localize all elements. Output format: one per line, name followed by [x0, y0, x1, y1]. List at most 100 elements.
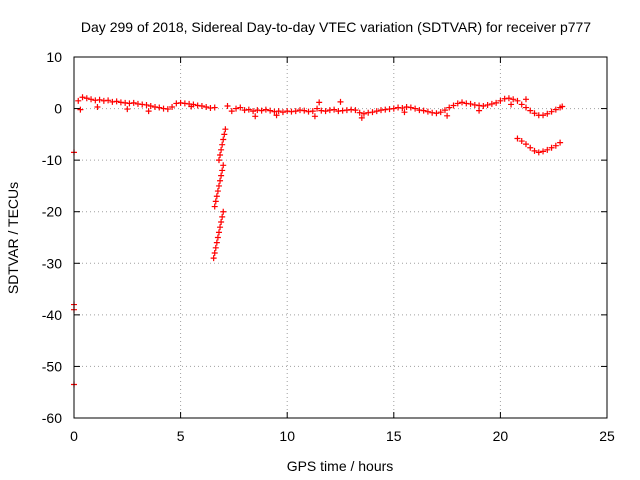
data-point	[518, 101, 525, 108]
x-tick-label: 15	[386, 428, 402, 444]
data-point	[292, 108, 299, 115]
data-point	[467, 100, 474, 107]
data-point	[497, 97, 504, 104]
x-tick-label: 20	[493, 428, 509, 444]
plot-frame	[73, 56, 608, 419]
data-point	[215, 157, 222, 164]
data-point	[548, 108, 555, 115]
x-tick-label: 10	[279, 428, 295, 444]
data-point	[262, 106, 269, 113]
data-point	[105, 97, 112, 104]
data-point	[279, 109, 286, 116]
data-point	[508, 101, 515, 108]
data-point	[275, 108, 282, 115]
data-point	[535, 149, 542, 156]
data-point	[169, 104, 176, 111]
data-point	[552, 142, 559, 149]
data-point	[164, 106, 171, 113]
data-point	[356, 109, 363, 116]
y-tick-label: 10	[46, 49, 62, 65]
data-point	[218, 219, 225, 226]
data-point	[124, 106, 131, 113]
data-point	[316, 99, 323, 106]
x-tick-label: 5	[177, 428, 185, 444]
data-point	[213, 193, 220, 200]
y-axis-label: SDTVAR / TECUs	[5, 182, 21, 294]
data-point	[420, 107, 427, 114]
data-point	[401, 109, 408, 116]
data-point	[505, 95, 512, 102]
data-point	[267, 107, 274, 114]
data-point	[510, 96, 517, 103]
data-point	[493, 99, 500, 106]
data-point	[252, 113, 259, 120]
data-series	[75, 94, 566, 121]
data-point	[218, 146, 225, 153]
data-point	[228, 108, 235, 115]
data-point	[211, 104, 218, 111]
data-point	[552, 106, 559, 113]
data-point	[215, 182, 222, 189]
data-point	[94, 104, 101, 111]
chart-ticks: 0 5 10 15 20 25 10 0 -10 -20 -30 -40 -50 -60	[42, 49, 615, 444]
data-point	[213, 239, 220, 246]
data-point	[214, 234, 221, 241]
data-point	[218, 172, 225, 179]
data-series	[210, 126, 229, 262]
data-point	[301, 107, 308, 114]
data-point	[212, 198, 219, 205]
data-point	[83, 95, 90, 102]
data-point	[314, 105, 321, 112]
data-point	[373, 108, 380, 115]
data-point	[245, 106, 252, 113]
data-point	[527, 107, 534, 114]
data-point	[514, 135, 521, 142]
data-point	[79, 94, 86, 101]
chart-points	[71, 94, 566, 388]
data-point	[77, 106, 84, 113]
data-point	[75, 97, 82, 104]
data-point	[407, 104, 414, 111]
data-point	[237, 104, 244, 111]
data-point	[548, 144, 555, 151]
y-tick-label: -50	[42, 358, 62, 374]
y-tick-label: -30	[42, 255, 62, 271]
data-point	[221, 131, 228, 138]
data-point	[222, 126, 229, 133]
data-point	[113, 98, 120, 105]
data-point	[390, 105, 397, 112]
data-point	[130, 99, 137, 106]
data-point	[360, 110, 367, 117]
data-point	[156, 104, 163, 111]
data-point	[273, 112, 280, 119]
data-point	[518, 138, 525, 145]
data-point	[480, 102, 487, 109]
data-series	[514, 135, 564, 156]
data-point	[188, 103, 195, 110]
data-point	[198, 102, 205, 109]
data-point	[143, 101, 150, 108]
data-point	[250, 108, 257, 115]
data-point	[217, 151, 224, 158]
data-point	[424, 108, 431, 115]
data-point	[559, 103, 566, 110]
data-point	[211, 203, 218, 210]
data-point	[220, 162, 227, 169]
data-point	[211, 249, 218, 256]
x-tick-label: 0	[70, 428, 78, 444]
data-point	[217, 224, 224, 231]
data-point	[522, 141, 529, 148]
data-point	[476, 107, 483, 114]
data-point	[331, 106, 338, 113]
data-point	[322, 108, 329, 115]
data-point	[309, 108, 316, 115]
data-point	[459, 99, 466, 106]
data-point	[233, 105, 240, 112]
data-point	[210, 255, 217, 262]
data-point	[531, 110, 538, 117]
data-point	[224, 102, 231, 109]
y-tick-label: 0	[54, 101, 62, 117]
data-point	[450, 102, 457, 109]
y-tick-label: -40	[42, 307, 62, 323]
